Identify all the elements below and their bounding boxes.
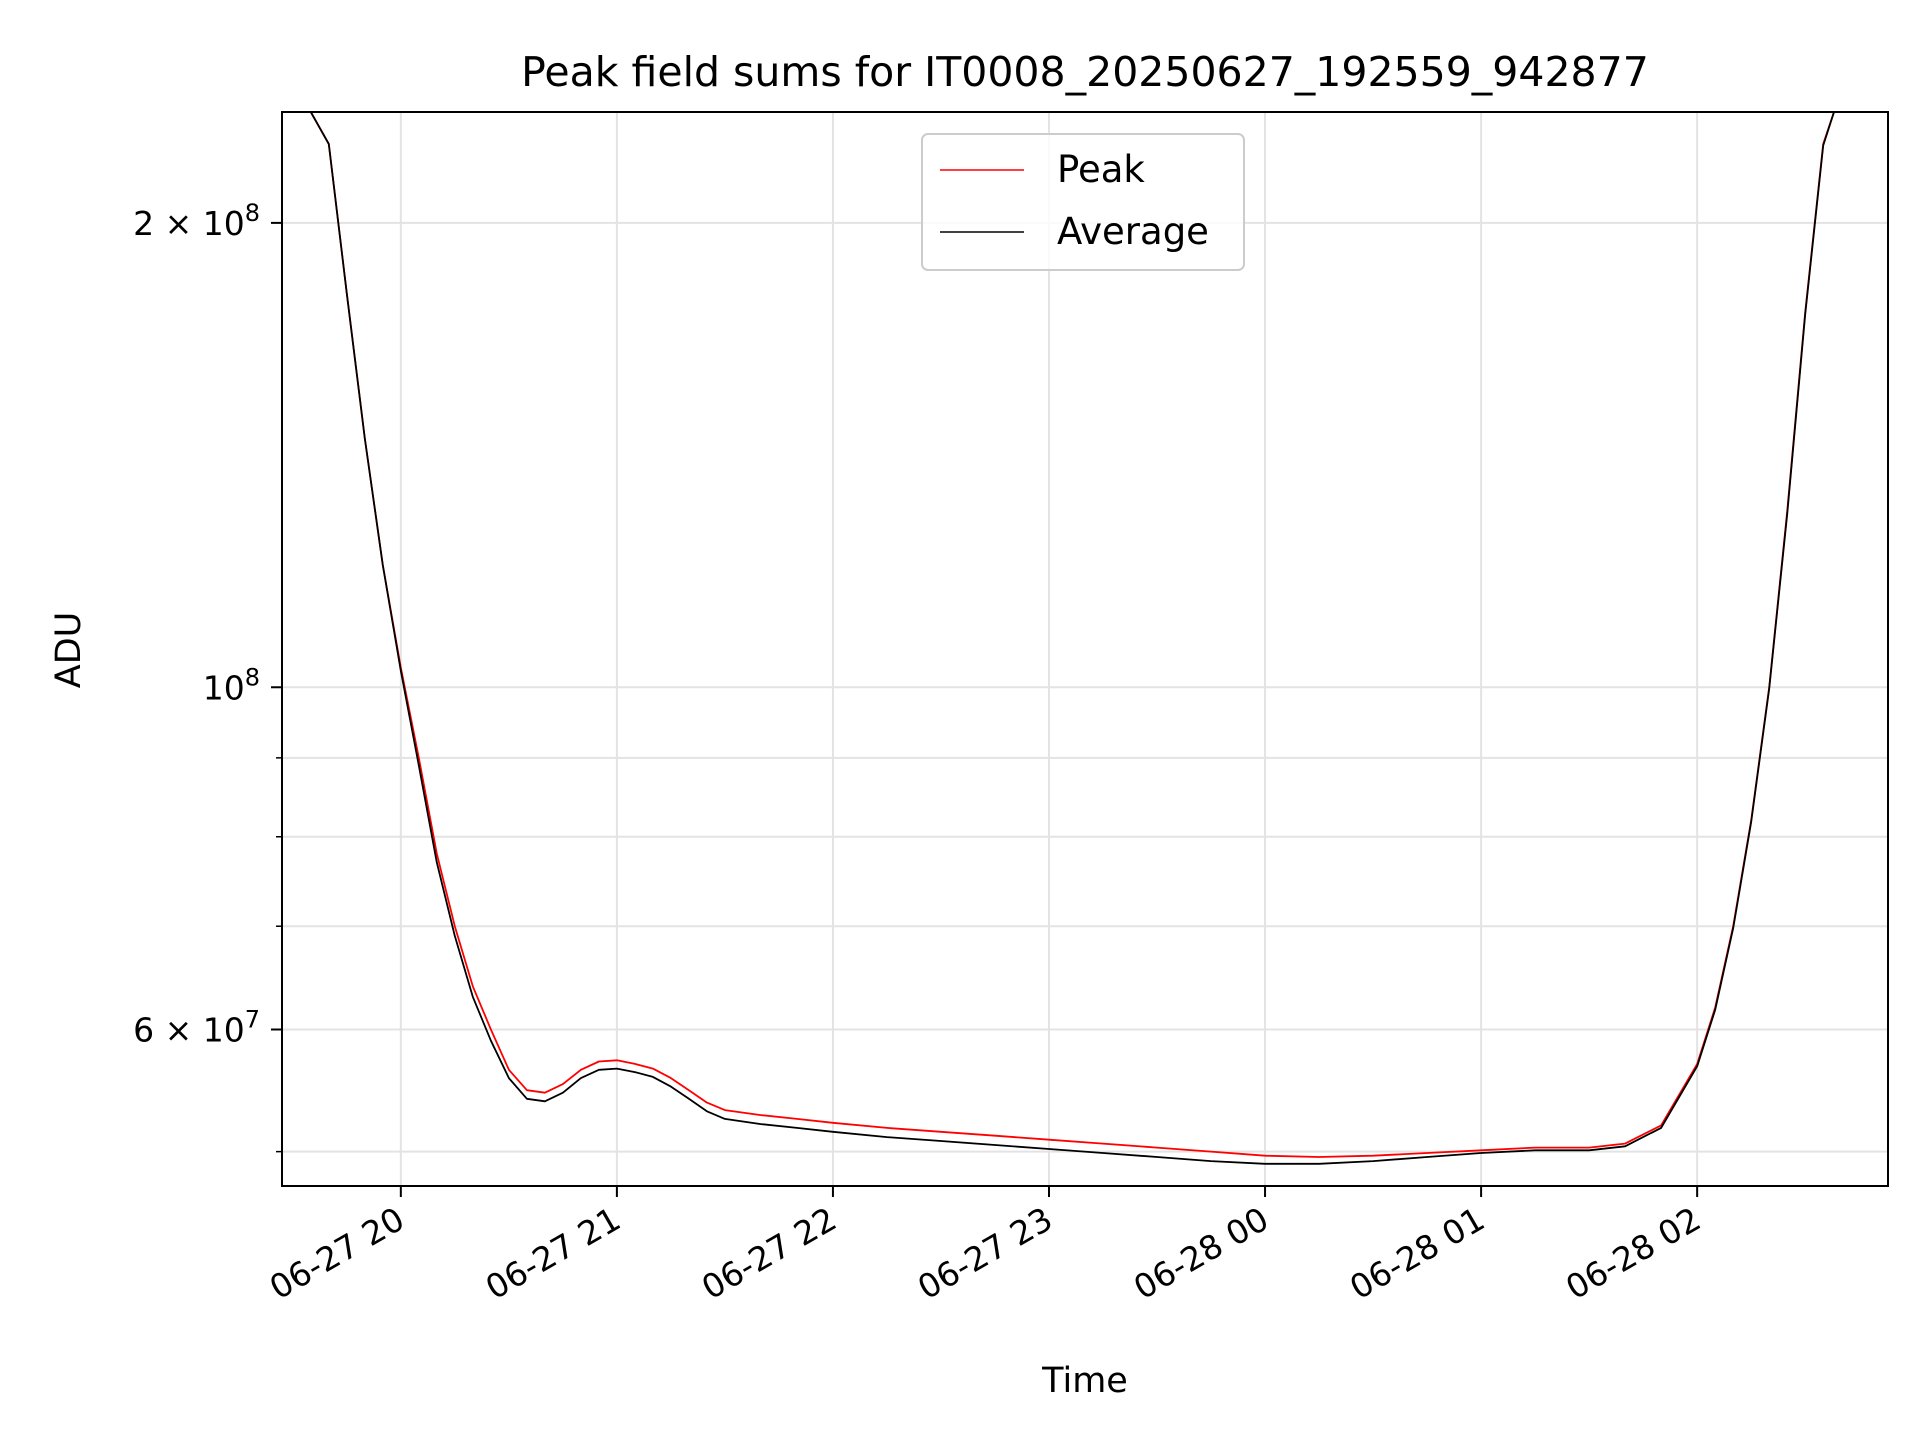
legend-box xyxy=(921,133,1245,271)
x-axis-label: Time xyxy=(1041,1361,1128,1401)
legend-label-average: Average xyxy=(1057,210,1209,253)
y-axis-label: ADU xyxy=(49,612,89,689)
chart-title: Peak field sums for IT0008_20250627_1925… xyxy=(521,48,1649,96)
series-line-average xyxy=(282,111,1888,1165)
legend-label-peak: Peak xyxy=(1057,148,1145,191)
y-tick-label: 2 × 108 xyxy=(133,199,260,243)
series-lines xyxy=(282,111,1888,1165)
y-tick-label: 6 × 107 xyxy=(133,1005,260,1049)
legend: Peak Average xyxy=(921,133,1245,271)
plot-frame xyxy=(281,111,1889,1187)
y-tick-label: 108 xyxy=(203,663,260,707)
